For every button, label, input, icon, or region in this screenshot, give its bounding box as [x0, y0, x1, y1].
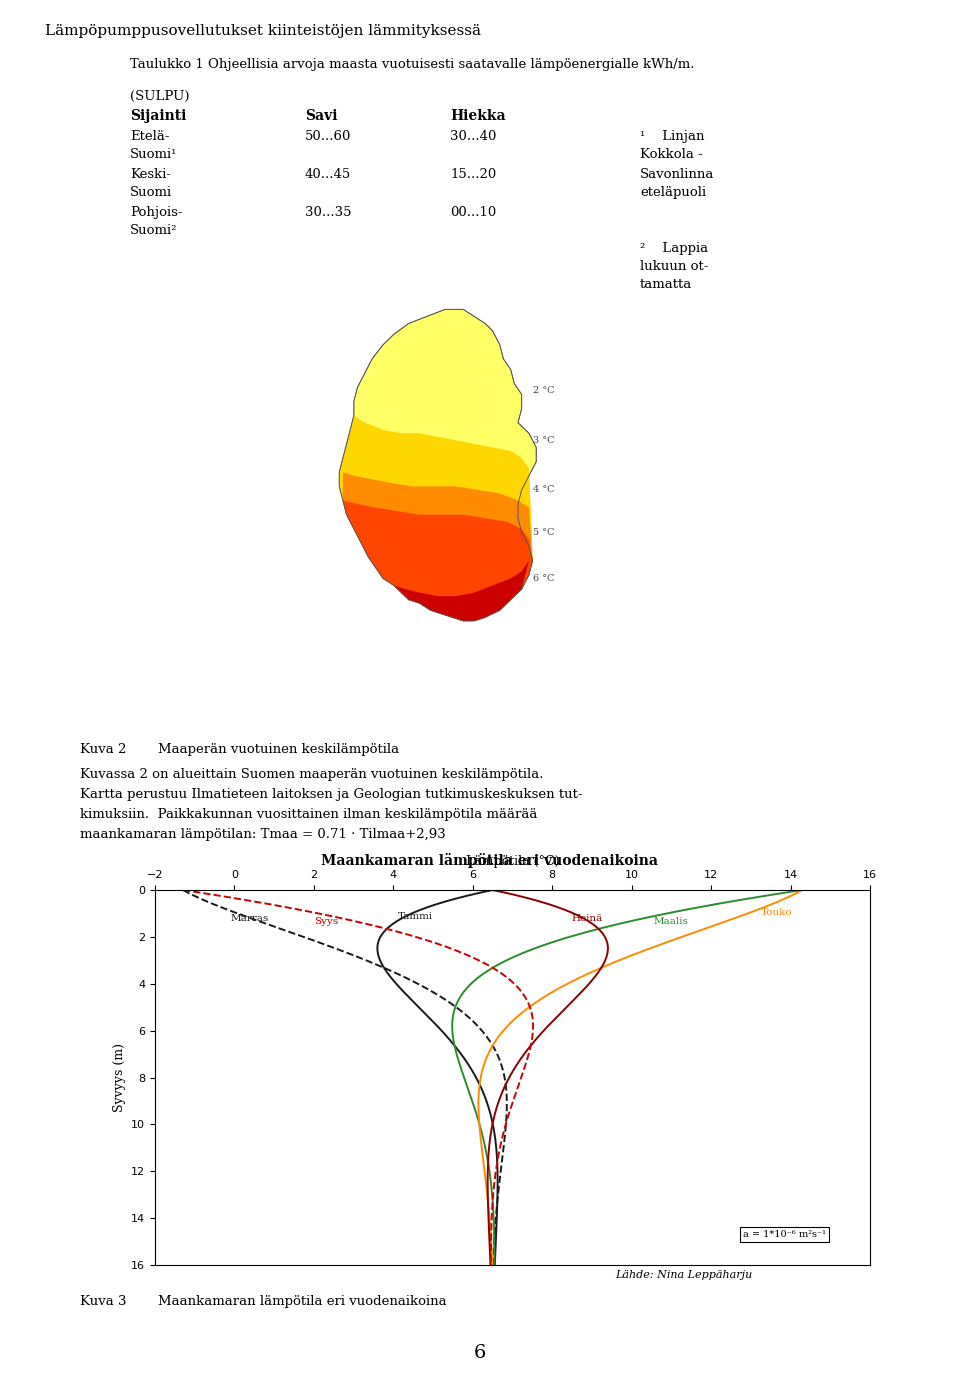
Text: 30...35: 30...35: [305, 206, 351, 219]
Text: Kuva 2: Kuva 2: [80, 742, 127, 756]
Text: Suomi²: Suomi²: [130, 224, 178, 237]
Text: Heinä: Heinä: [571, 914, 603, 924]
Text: 3 °C: 3 °C: [533, 436, 554, 444]
Text: 50...60: 50...60: [305, 130, 351, 143]
Text: 4 °C: 4 °C: [533, 485, 554, 495]
Polygon shape: [339, 309, 537, 621]
Text: Tammi: Tammi: [397, 912, 433, 921]
Text: Lähde: Nina Leppäharju: Lähde: Nina Leppäharju: [615, 1270, 753, 1280]
Text: 2 °C: 2 °C: [533, 386, 554, 396]
Text: 6 °C: 6 °C: [533, 574, 554, 582]
Text: 40...45: 40...45: [305, 169, 351, 181]
Text: kimuksiin.  Paikkakunnan vuosittainen ilman keskilämpötila määrää: kimuksiin. Paikkakunnan vuosittainen ilm…: [80, 808, 538, 820]
Text: Syys: Syys: [315, 917, 339, 926]
Text: Maankamaran lämpötila eri vuodenaikoina: Maankamaran lämpötila eri vuodenaikoina: [158, 1295, 446, 1308]
Text: Keski-: Keski-: [130, 169, 171, 181]
Text: Kartta perustuu Ilmatieteen laitoksen ja Geologian tutkimuskeskuksen tut-: Kartta perustuu Ilmatieteen laitoksen ja…: [80, 788, 583, 801]
Text: 15...20: 15...20: [450, 169, 496, 181]
Text: lukuun ot-: lukuun ot-: [640, 260, 708, 273]
Text: Pohjois-: Pohjois-: [130, 206, 182, 219]
Text: eteläpuoli: eteläpuoli: [640, 187, 707, 199]
Polygon shape: [394, 561, 529, 621]
Polygon shape: [343, 472, 533, 621]
Text: Maankamaran lämpötila eri vuodenaikoina: Maankamaran lämpötila eri vuodenaikoina: [322, 853, 659, 868]
Text: Kuvassa 2 on alueittain Suomen maaperän vuotuinen keskilämpötila.: Kuvassa 2 on alueittain Suomen maaperän …: [80, 768, 543, 781]
Y-axis label: Syvyys (m): Syvyys (m): [112, 1043, 126, 1112]
Text: Etelä-: Etelä-: [130, 130, 170, 143]
Text: Taulukko 1 Ohjeellisia arvoja maasta vuotuisesti saatavalle lämpöenergialle kWh/: Taulukko 1 Ohjeellisia arvoja maasta vuo…: [130, 59, 694, 71]
Text: 00...10: 00...10: [450, 206, 496, 219]
Text: tamatta: tamatta: [640, 279, 692, 291]
Polygon shape: [343, 500, 533, 621]
Text: 6: 6: [474, 1344, 486, 1362]
X-axis label: Lämpötila (°C): Lämpötila (°C): [466, 855, 560, 868]
Text: Maalis: Maalis: [653, 917, 688, 926]
Polygon shape: [339, 415, 533, 621]
Text: maankamaran lämpötilan: Tmaa = 0.71 · Tilmaa+2,93: maankamaran lämpötilan: Tmaa = 0.71 · Ti…: [80, 827, 445, 841]
Text: Kuva 3: Kuva 3: [80, 1295, 127, 1308]
Text: Touko: Touko: [761, 908, 793, 917]
Text: (SULPU): (SULPU): [130, 91, 189, 103]
Polygon shape: [339, 415, 533, 621]
Text: Marras: Marras: [230, 914, 269, 924]
Text: Hiekka: Hiekka: [450, 109, 506, 123]
Text: a = 1*10⁻⁶ m²s⁻¹: a = 1*10⁻⁶ m²s⁻¹: [743, 1230, 826, 1238]
Text: Savonlinna: Savonlinna: [640, 169, 714, 181]
Polygon shape: [343, 500, 533, 621]
Text: 30...40: 30...40: [450, 130, 496, 143]
Text: ²    Lappia: ² Lappia: [640, 242, 708, 255]
Text: Suomi¹: Suomi¹: [130, 148, 178, 162]
Polygon shape: [343, 472, 533, 621]
Text: Kokkola -: Kokkola -: [640, 148, 703, 162]
Polygon shape: [394, 561, 529, 621]
Text: Suomi: Suomi: [130, 187, 172, 199]
Text: Maaperän vuotuinen keskilämpötila: Maaperän vuotuinen keskilämpötila: [158, 742, 399, 756]
Text: Savi: Savi: [305, 109, 338, 123]
Text: Sijainti: Sijainti: [130, 109, 186, 123]
Text: 5 °C: 5 °C: [533, 528, 554, 536]
Text: ¹    Linjan: ¹ Linjan: [640, 130, 705, 143]
Text: Lämpöpumppusovellutukset kiinteistöjen lämmityksessä: Lämpöpumppusovellutukset kiinteistöjen l…: [45, 24, 481, 38]
